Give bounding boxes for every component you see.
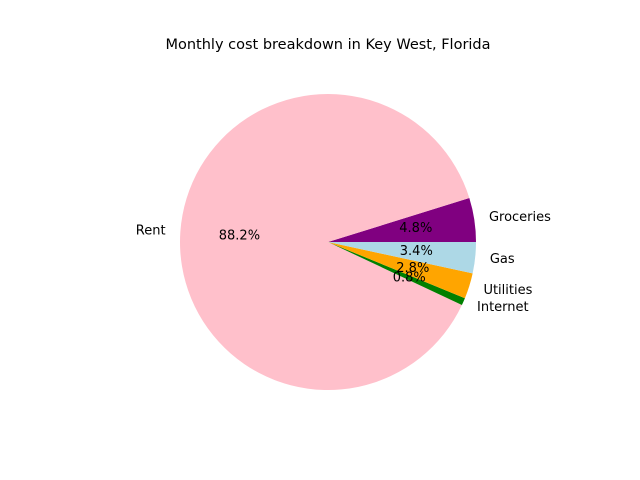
slice-percent-utilities: 2.8% <box>396 261 429 276</box>
pie-slice-gas <box>328 242 476 274</box>
pie-slice-utilities <box>328 242 473 299</box>
slice-percent-rent: 88.2% <box>219 228 260 243</box>
slice-percent-groceries: 4.8% <box>399 221 432 236</box>
pie-labels: Groceries 4.8% Rent 88.2% Internet 0.8% Utilit… <box>136 210 551 315</box>
pie-slices <box>179 93 476 390</box>
slice-label-groceries: Groceries <box>489 210 551 225</box>
slice-label-internet: Internet <box>477 300 529 315</box>
pie-slice-internet <box>328 242 465 306</box>
chart-title: Monthly cost breakdown in Key West, Flor… <box>165 37 490 53</box>
slice-label-rent: Rent <box>136 223 166 238</box>
pie-slice-groceries <box>328 198 476 242</box>
slice-percent-gas: 3.4% <box>400 244 433 259</box>
slice-label-utilities: Utilities <box>483 283 532 298</box>
slice-percent-internet: 0.8% <box>393 270 426 285</box>
pie-slice-rent <box>179 93 470 390</box>
slice-label-gas: Gas <box>490 252 515 267</box>
